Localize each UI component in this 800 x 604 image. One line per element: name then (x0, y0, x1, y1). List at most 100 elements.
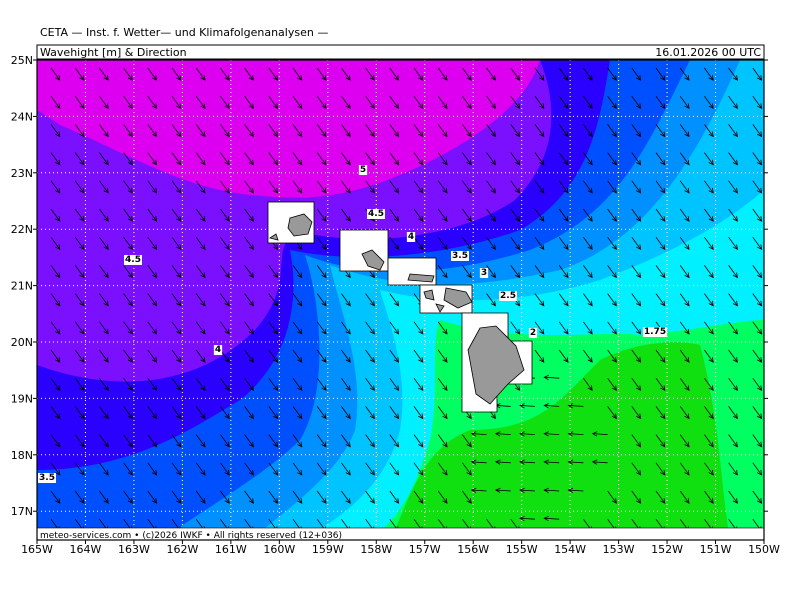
wave-arrow (341, 124, 351, 138)
wave-arrow (567, 487, 584, 493)
wave-arrow (704, 349, 714, 363)
wave-arrow (389, 180, 400, 194)
wave-arrow (292, 462, 303, 476)
wave-arrow (123, 180, 133, 194)
footer: meteo-services.com • (c)2026 IWKF • All … (40, 531, 342, 541)
wave-arrow (292, 180, 303, 194)
wave-arrow (292, 293, 303, 307)
wave-arrow (583, 321, 593, 335)
wave-arrow (123, 293, 133, 307)
wave-arrow (268, 124, 279, 138)
wave-arrow (631, 406, 642, 420)
wave-arrow (50, 265, 61, 279)
wave-arrow (655, 208, 666, 222)
wave-arrow (655, 95, 666, 110)
wave-arrow (99, 265, 109, 279)
wave-arrow (413, 152, 424, 166)
wave-arrow (99, 434, 109, 448)
wave-arrow (389, 462, 400, 476)
wave-arrow (631, 180, 642, 194)
map-frame (36, 59, 765, 541)
label-bg (479, 268, 489, 278)
wave-arrow (123, 95, 133, 110)
wave-arrow (341, 321, 351, 335)
grid (37, 60, 764, 540)
wave-arrow (728, 377, 738, 392)
wave-arrow (413, 321, 424, 335)
lon-label: 156W (457, 543, 489, 556)
wave-arrow (655, 462, 666, 476)
wave-arrow (123, 265, 133, 279)
wave-arrow (74, 95, 85, 110)
wave-arrow (147, 462, 158, 476)
wave-arrow (679, 406, 690, 420)
wave-arrow (171, 377, 182, 392)
wave-arrow (147, 67, 158, 81)
wave-arrow (220, 321, 230, 335)
wave-arrow (171, 124, 182, 138)
wave-arrow (655, 349, 666, 363)
wave-arrow (534, 180, 545, 194)
wave-arrow (679, 67, 690, 81)
wave-arrow (123, 67, 133, 81)
wave-arrow (631, 95, 642, 110)
wave-arrow (655, 377, 666, 392)
wave-arrow (316, 124, 327, 138)
lon-label: 152W (651, 543, 683, 556)
wave-arrow (316, 406, 327, 420)
wave-arrow (607, 95, 617, 110)
wave-arrow (292, 152, 303, 166)
wave-arrow (486, 236, 496, 251)
wave-arrow (316, 265, 327, 279)
island-kauai (269, 213, 313, 241)
wave-arrow (510, 124, 521, 138)
wave-arrow (704, 265, 714, 279)
lat-label: 24N (11, 110, 33, 123)
wave-arrow (583, 349, 593, 363)
wave-arrow (195, 265, 206, 279)
wave-arrow (704, 236, 714, 251)
wave-arrow (607, 490, 617, 504)
wave-arrow (147, 321, 158, 335)
wave-arrow (220, 124, 230, 138)
wave-arrow (752, 180, 763, 194)
wave-arrow (147, 377, 158, 392)
lat-label: 17N (11, 505, 33, 518)
wave-arrow (244, 265, 254, 279)
wave-arrow (462, 434, 472, 448)
wave-arrow (413, 406, 424, 420)
wave-arrow (752, 434, 763, 448)
wave-arrow (679, 434, 690, 448)
wave-arrow (316, 321, 327, 335)
title: CETA — Inst. f. Wetter— und Klimafolgena… (40, 26, 328, 39)
wave-arrow (567, 431, 584, 437)
wave-arrow (220, 293, 230, 307)
wave-arrow (679, 152, 690, 166)
wave-arrow (220, 490, 230, 504)
wave-arrow (704, 377, 714, 392)
wave-arrow (99, 349, 109, 363)
wave-arrow (171, 265, 182, 279)
wave-arrow (655, 236, 666, 251)
wave-arrow (510, 152, 521, 166)
wave-arrow (268, 293, 279, 307)
wave-arrow (462, 124, 472, 138)
wave-arrow (607, 152, 617, 166)
wave-arrow (583, 236, 593, 251)
wave-arrow (195, 67, 206, 81)
wave-arrow (655, 293, 666, 307)
wave-arrow (519, 403, 536, 409)
wave-arrow (437, 95, 448, 110)
subtitle: Wavehight [m] & Direction (40, 46, 187, 59)
wave-arrow (316, 349, 327, 363)
wave-arrow (316, 462, 327, 476)
wave-arrow (437, 377, 448, 392)
wave-arrow (558, 95, 569, 110)
wave-arrow (728, 462, 738, 476)
wave-arrow (341, 490, 351, 504)
wave-arrow (292, 67, 303, 81)
wave-arrow (74, 349, 85, 363)
wave-arrow (316, 67, 327, 81)
wave-arrow (437, 67, 448, 81)
wave-arrow (534, 293, 545, 307)
